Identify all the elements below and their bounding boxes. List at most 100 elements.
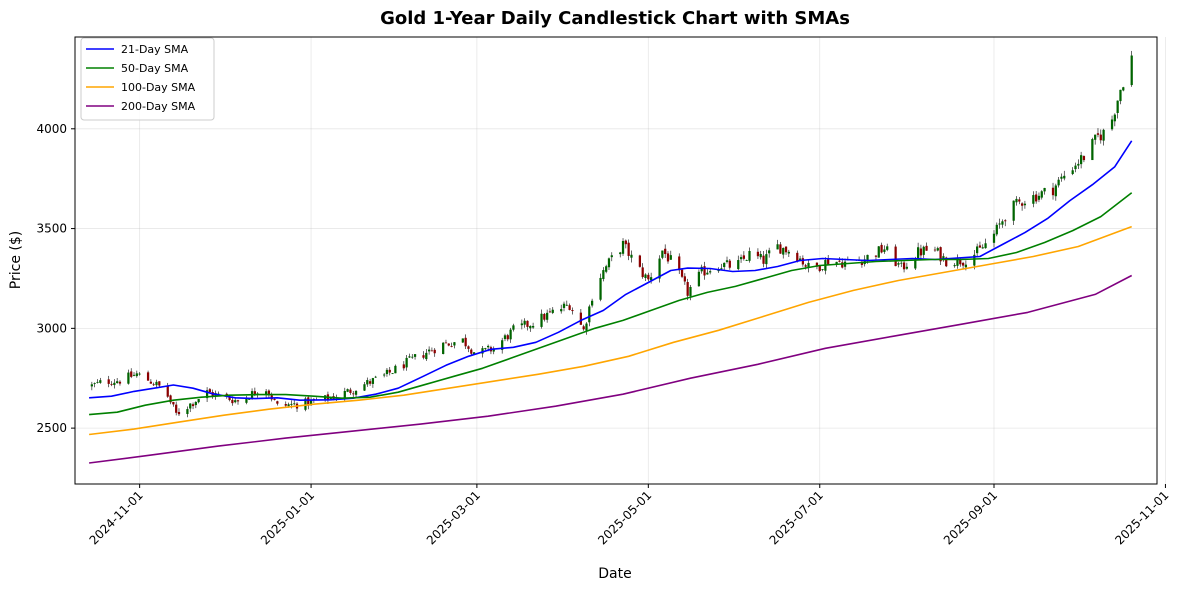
candle-body: [425, 352, 428, 360]
candle-body: [1023, 203, 1027, 206]
candle-body: [248, 399, 251, 400]
candle-body: [798, 258, 802, 261]
candle-body: [1094, 134, 1097, 140]
candle-body: [599, 277, 602, 300]
candle-body: [838, 260, 841, 262]
candle-body: [531, 325, 535, 328]
candle-body: [1032, 195, 1035, 204]
candle-body: [697, 271, 701, 287]
candle-body: [383, 374, 386, 376]
candle-body: [354, 391, 358, 395]
candle-body: [678, 256, 681, 271]
candle-body: [866, 254, 869, 261]
candle-body: [916, 247, 920, 259]
candle-body: [1071, 170, 1074, 175]
candle-layer: [90, 50, 1133, 418]
candle-body: [290, 403, 293, 405]
candle-body: [1060, 176, 1063, 179]
x-tick-label: 2025-07-01: [767, 488, 826, 547]
candle-body: [127, 372, 130, 384]
candle-body: [1074, 165, 1077, 170]
candle-body: [709, 271, 712, 273]
candle-body: [543, 313, 546, 320]
candle-body: [506, 335, 509, 340]
candle-body: [197, 399, 200, 403]
candle-body: [835, 261, 838, 265]
candle-body: [116, 381, 119, 384]
candle-body: [1122, 87, 1125, 91]
candle-body: [138, 373, 141, 375]
candle-body: [422, 355, 425, 358]
legend-box: [80, 37, 215, 121]
candle-body: [978, 245, 982, 248]
candle-body: [607, 258, 611, 268]
candle-body: [1020, 203, 1024, 206]
candle-body: [467, 346, 470, 349]
candle-body: [1091, 139, 1094, 161]
candle-body: [208, 389, 212, 393]
candle-body: [641, 267, 644, 278]
candle-body: [487, 345, 490, 348]
candle-body: [644, 274, 647, 279]
candle-body: [1015, 198, 1018, 203]
candle-body: [1063, 175, 1066, 179]
candle-body: [1119, 89, 1122, 102]
candle-body: [588, 306, 591, 323]
candle-body: [366, 380, 369, 385]
candle-body: [720, 268, 723, 270]
candle-body: [782, 247, 785, 255]
candle-body: [922, 246, 925, 255]
candle-body: [1040, 191, 1043, 198]
candle-body: [807, 262, 810, 268]
candle-body: [933, 249, 937, 251]
candle-body: [880, 244, 883, 253]
candle-body: [571, 310, 574, 312]
x-tick-label: 2025-09-01: [941, 488, 1000, 547]
candle-body: [703, 266, 706, 276]
candle-body: [264, 391, 268, 395]
candle-body: [427, 349, 431, 352]
x-tick-label: 2025-05-01: [595, 488, 654, 547]
candle-body: [627, 242, 630, 256]
candle-body: [939, 247, 942, 262]
candle-body: [371, 378, 375, 384]
candle-body: [189, 403, 192, 409]
candle-body: [680, 269, 684, 277]
candle-body: [231, 399, 234, 404]
candle-body: [689, 286, 692, 297]
candle-body: [368, 381, 372, 384]
candle-body: [964, 264, 968, 268]
candle-body: [118, 381, 122, 384]
x-tick-label: 2024-11-01: [87, 488, 146, 547]
candle-body: [973, 254, 976, 266]
candle-body: [464, 337, 467, 347]
candle-body: [236, 400, 240, 402]
candle-body: [394, 365, 397, 374]
candle-body: [1130, 55, 1133, 86]
candle-body: [228, 396, 231, 401]
candle-body: [765, 254, 768, 265]
y-tick-label: 3500: [36, 222, 67, 236]
candle-body: [405, 357, 408, 368]
candle-body: [759, 253, 762, 258]
candle-body: [801, 258, 805, 265]
candle-body: [590, 300, 594, 306]
candle-body: [779, 244, 782, 254]
candle-body: [818, 265, 821, 272]
candle-body: [821, 269, 824, 270]
candle-body: [287, 404, 290, 407]
candle-body: [447, 343, 450, 346]
candle-body: [430, 350, 434, 352]
candle-body: [1113, 114, 1116, 122]
candle-body: [725, 260, 729, 262]
candle-body: [444, 342, 448, 344]
candle-body: [815, 262, 819, 267]
candle-body: [450, 346, 453, 347]
candle-body: [273, 398, 276, 400]
legend-label: 21-Day SMA: [121, 43, 189, 56]
candle-body: [402, 364, 405, 369]
candle-body: [529, 325, 532, 329]
candle-body: [998, 223, 1001, 225]
sma-layer: [88, 140, 1133, 464]
candle-body: [501, 340, 504, 350]
